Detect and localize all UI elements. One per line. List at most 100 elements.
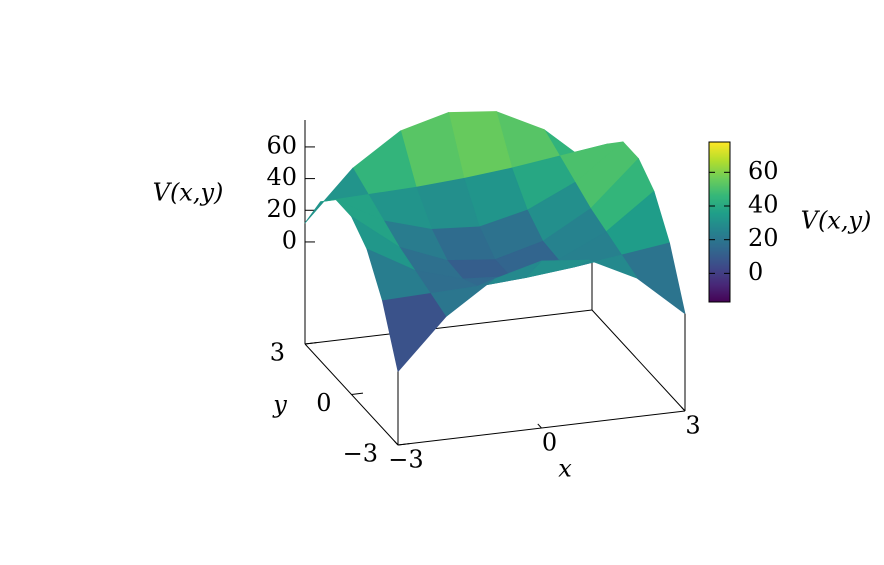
y-tick bbox=[304, 342, 317, 345]
colorbar-segment bbox=[709, 158, 730, 161]
colorbar-segment bbox=[709, 202, 730, 205]
colorbar-segment bbox=[709, 232, 730, 235]
y-tick bbox=[351, 392, 364, 395]
colorbar-segment bbox=[709, 146, 730, 149]
colorbar-segment bbox=[709, 216, 730, 219]
y-tick bbox=[397, 443, 410, 446]
colorbar-segment bbox=[709, 254, 730, 257]
x-tick-label: 0 bbox=[542, 429, 557, 457]
colorbar-label: V(x,y) bbox=[801, 207, 872, 235]
colorbar-segment bbox=[709, 256, 730, 259]
colorbar-tick-label: 60 bbox=[748, 157, 779, 185]
colorbar-segment bbox=[709, 200, 730, 203]
colorbar-segment bbox=[709, 284, 730, 287]
colorbar-segment bbox=[709, 226, 730, 229]
colorbar-segment bbox=[709, 262, 730, 265]
colorbar-segment bbox=[709, 300, 730, 303]
colorbar-tick-label: 40 bbox=[748, 191, 779, 219]
colorbar-segment bbox=[709, 272, 730, 275]
colorbar-segment bbox=[709, 222, 730, 225]
z-axis-label: V(x,y) bbox=[153, 179, 224, 207]
colorbar-tick-label: 20 bbox=[748, 224, 779, 252]
colorbar-segment bbox=[709, 152, 730, 155]
colorbar-segment bbox=[709, 236, 730, 239]
colorbar-segment bbox=[709, 234, 730, 237]
colorbar-segment bbox=[709, 250, 730, 253]
colorbar-segment bbox=[709, 188, 730, 191]
y-tick-label: 0 bbox=[316, 389, 331, 417]
colorbar-segment bbox=[709, 194, 730, 197]
colorbar-segment bbox=[709, 240, 730, 243]
colorbar-frame bbox=[708, 141, 731, 303]
colorbar-segment bbox=[709, 156, 730, 159]
colorbar-segment bbox=[709, 186, 730, 189]
colorbar-segment bbox=[709, 292, 730, 295]
surface-patch bbox=[621, 242, 686, 315]
colorbar-segment bbox=[709, 204, 730, 207]
colorbar-segment bbox=[709, 286, 730, 289]
colorbar-segment bbox=[709, 214, 730, 217]
base-edge bbox=[591, 309, 686, 412]
x-tick bbox=[680, 406, 686, 412]
colorbar-segment bbox=[709, 282, 730, 285]
colorbar-segment bbox=[709, 160, 730, 163]
colorbar-segment bbox=[709, 264, 730, 267]
colorbar-segment bbox=[709, 218, 730, 221]
colorbar-segment bbox=[709, 260, 730, 263]
colorbar-segment bbox=[709, 164, 730, 167]
colorbar-segment bbox=[709, 238, 730, 241]
colorbar-segment bbox=[709, 270, 730, 273]
y-axis-label: y bbox=[272, 391, 287, 419]
z-tick-label: 20 bbox=[266, 195, 297, 223]
colorbar-segment bbox=[709, 178, 730, 181]
x-tick-label: 3 bbox=[685, 412, 700, 440]
colorbar-segment bbox=[709, 150, 730, 153]
colorbar-segment bbox=[709, 184, 730, 187]
colorbar-segment bbox=[709, 172, 730, 175]
colorbar-segment bbox=[709, 180, 730, 183]
colorbar-segment bbox=[709, 148, 730, 151]
colorbar-segment bbox=[709, 144, 730, 147]
colorbar-segment bbox=[709, 294, 730, 297]
colorbar-segment bbox=[709, 168, 730, 171]
colorbar-segment bbox=[709, 268, 730, 271]
colorbar-segment bbox=[709, 242, 730, 245]
colorbar-segment bbox=[709, 274, 730, 277]
colorbar-tick-label: 0 bbox=[748, 258, 763, 286]
colorbar-segment bbox=[709, 266, 730, 269]
colorbar-segment bbox=[709, 280, 730, 283]
z-tick-label: 0 bbox=[282, 226, 297, 254]
colorbar-segment bbox=[709, 170, 730, 173]
colorbar-segment bbox=[709, 206, 730, 209]
colorbar-segment bbox=[709, 248, 730, 251]
colorbar-segment bbox=[709, 210, 730, 213]
colorbar-segment bbox=[709, 196, 730, 199]
y-tick-label: 3 bbox=[270, 339, 285, 367]
colorbar-segment bbox=[709, 298, 730, 301]
colorbar-segment bbox=[709, 224, 730, 227]
z-tick-label: 40 bbox=[266, 163, 297, 191]
y-tick-label: −3 bbox=[343, 440, 378, 468]
colorbar-segment bbox=[709, 162, 730, 165]
colorbar-segment bbox=[709, 176, 730, 179]
colorbar-segment bbox=[709, 190, 730, 193]
colorbar-segment bbox=[709, 166, 730, 169]
colorbar-segment bbox=[709, 288, 730, 291]
x-axis-label: x bbox=[558, 455, 572, 483]
base-edge bbox=[304, 309, 593, 345]
colorbar-segment bbox=[709, 278, 730, 281]
colorbar-segment bbox=[709, 220, 730, 223]
colorbar-segment bbox=[709, 182, 730, 185]
colorbar-segment bbox=[709, 198, 730, 201]
colorbar-segment bbox=[709, 230, 730, 233]
colorbar-segment bbox=[709, 154, 730, 157]
colorbar-segment bbox=[709, 212, 730, 215]
x-tick-label: −3 bbox=[388, 446, 423, 474]
x-tick bbox=[393, 440, 399, 446]
colorbar-segment bbox=[709, 290, 730, 293]
surface-patch bbox=[382, 293, 447, 372]
z-tick-label: 60 bbox=[266, 131, 297, 159]
colorbar-segment bbox=[709, 296, 730, 299]
colorbar-segment bbox=[709, 252, 730, 255]
